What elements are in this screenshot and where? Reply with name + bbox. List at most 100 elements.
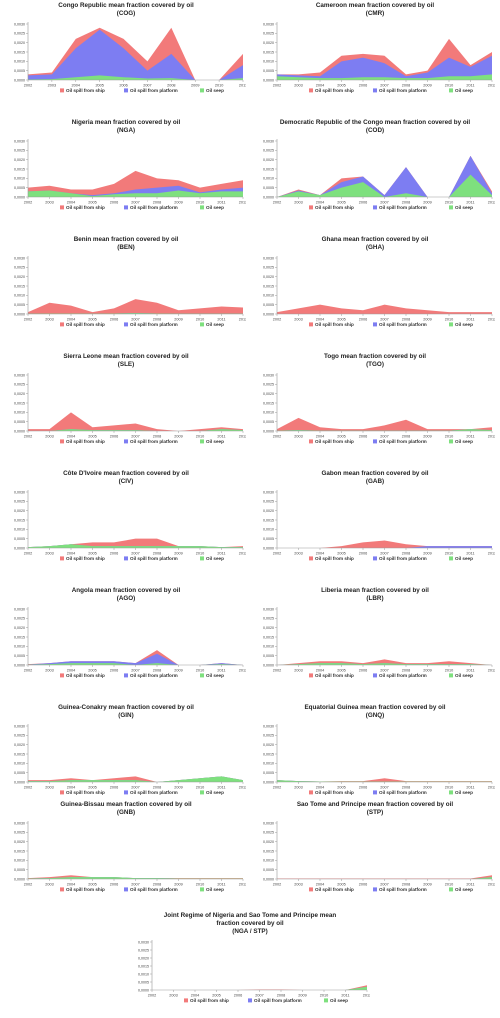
y-tick-label: 0,0025 <box>14 734 25 738</box>
legend-swatch <box>309 887 313 892</box>
x-tick-label: 2008 <box>153 883 161 887</box>
y-tick-label: 0,0010 <box>263 294 274 298</box>
x-tick-label: 2011 <box>341 994 349 998</box>
area-series-oil-spill-from-ship <box>277 778 492 782</box>
x-tick-label: 2010 <box>445 201 453 205</box>
x-tick-label: 2003 <box>294 435 302 439</box>
chart-panel: Cameroon mean fraction covered by oil (CM… <box>255 0 495 100</box>
x-tick-label: 2006 <box>359 84 367 88</box>
y-tick-label: 0,0025 <box>263 266 274 270</box>
y-tick-label: 0,0005 <box>14 537 25 541</box>
chart-title: Gabon mean fraction covered by oil <box>321 470 428 477</box>
x-tick-label: 2010 <box>196 883 204 887</box>
y-tick-label: 0,0010 <box>263 411 274 415</box>
area-series-oil-seep <box>28 75 243 80</box>
y-tick-label: 0,0030 <box>263 490 274 494</box>
x-tick-label: 2003 <box>169 994 177 998</box>
x-tick-label: 2007 <box>131 669 139 673</box>
y-tick-label: 0,0010 <box>14 645 25 649</box>
y-tick-label: 0,0020 <box>14 509 25 513</box>
x-tick-label: 2009 <box>298 994 306 998</box>
x-tick-label: 2007 <box>255 994 263 998</box>
x-tick-label: 2007 <box>380 786 388 790</box>
x-tick-label: 2007 <box>380 318 388 322</box>
x-tick-label: 2008 <box>277 994 285 998</box>
legend-label: Oil spill from ship <box>66 205 105 210</box>
y-tick-label: 0,0000 <box>14 780 25 784</box>
chart-svg: Liberia mean fraction covered by oil(LBR… <box>263 587 495 678</box>
x-tick-label: 2010 <box>196 435 204 439</box>
x-tick-label: 2003 <box>294 201 302 205</box>
chart-title: Ghana mean fraction covered by oil <box>322 236 429 243</box>
x-tick-label: 2008 <box>402 435 410 439</box>
y-tick-label: 0,0010 <box>14 411 25 415</box>
chart-svg: Joint Regime of Nigeria and Sao Tome and… <box>138 912 370 1003</box>
area-series-oil-spill-from-platform <box>277 55 492 80</box>
x-tick-label: 2002 <box>24 552 32 556</box>
chart-country-code: (LBR) <box>366 595 383 602</box>
chart-svg: Democratic Republic of the Congo mean fr… <box>263 119 495 210</box>
x-tick-label: 2006 <box>359 669 367 673</box>
legend-label: Oil spill from platform <box>379 205 427 210</box>
legend-label: Oil seep <box>206 439 224 444</box>
area-series-oil-seep <box>277 780 492 782</box>
x-tick-label: 2011 <box>466 435 474 439</box>
y-tick-label: 0,0015 <box>14 518 25 522</box>
chart-svg: Angola mean fraction covered by oil(AGO)… <box>14 587 246 678</box>
legend-swatch <box>60 205 64 210</box>
y-tick-label: 0,0010 <box>263 528 274 532</box>
y-tick-label: 0,0005 <box>14 654 25 658</box>
area-series-oil-spill-from-ship <box>152 985 367 990</box>
legend-label: Oil spill from ship <box>66 439 105 444</box>
y-tick-label: 0,0025 <box>263 32 274 36</box>
x-tick-label: 2012 <box>239 201 246 205</box>
area-series-oil-seep <box>28 544 243 548</box>
legend-swatch <box>124 205 128 210</box>
y-tick-label: 0,0015 <box>263 50 274 54</box>
y-tick-label: 0,0025 <box>263 617 274 621</box>
chart-country-code: (GNB) <box>117 809 135 816</box>
y-tick-label: 0,0015 <box>14 401 25 405</box>
legend-swatch <box>449 439 453 444</box>
x-tick-label: 2007 <box>380 435 388 439</box>
legend-swatch <box>124 322 128 327</box>
legend-swatch <box>373 322 377 327</box>
x-tick-label: 2008 <box>153 669 161 673</box>
x-tick-label: 2005 <box>88 669 96 673</box>
x-tick-label: 2008 <box>402 786 410 790</box>
chart-title: Cameroon mean fraction covered by oil <box>316 2 435 9</box>
legend-swatch <box>324 998 328 1003</box>
y-tick-label: 0,0025 <box>14 383 25 387</box>
x-tick-label: 2011 <box>466 552 474 556</box>
legend-swatch <box>200 205 204 210</box>
chart-svg: Ghana mean fraction covered by oil(GHA) 0… <box>263 236 495 327</box>
legend-swatch <box>124 673 128 678</box>
y-tick-label: 0,0030 <box>14 139 25 143</box>
x-tick-label: 2009 <box>423 786 431 790</box>
legend-swatch <box>60 790 64 795</box>
y-tick-label: 0,0000 <box>263 195 274 199</box>
x-tick-label: 2002 <box>273 669 281 673</box>
legend-swatch <box>184 998 188 1003</box>
y-tick-label: 0,0030 <box>14 821 25 825</box>
legend-label: Oil spill from platform <box>130 556 178 561</box>
x-tick-label: 2008 <box>167 84 175 88</box>
x-tick-label: 2007 <box>143 84 151 88</box>
y-tick-label: 0,0020 <box>14 626 25 630</box>
x-tick-label: 2012 <box>363 994 370 998</box>
x-tick-label: 2008 <box>153 201 161 205</box>
y-tick-label: 0,0010 <box>14 294 25 298</box>
legend-swatch <box>309 439 313 444</box>
legend-swatch <box>449 88 453 93</box>
legend-label: Oil seep <box>330 998 348 1003</box>
x-tick-label: 2011 <box>217 669 225 673</box>
y-tick-label: 0,0000 <box>14 195 25 199</box>
chart-panel: Côte D'Ivoire mean fraction covered by o… <box>6 468 246 568</box>
chart-panel: Liberia mean fraction covered by oil (LBR… <box>255 585 495 685</box>
y-tick-label: 0,0015 <box>14 50 25 54</box>
legend-label: Oil spill from platform <box>379 673 427 678</box>
x-tick-label: 2011 <box>466 883 474 887</box>
y-tick-label: 0,0015 <box>263 284 274 288</box>
y-tick-label: 0,0030 <box>14 22 25 26</box>
x-tick-label: 2012 <box>239 883 246 887</box>
